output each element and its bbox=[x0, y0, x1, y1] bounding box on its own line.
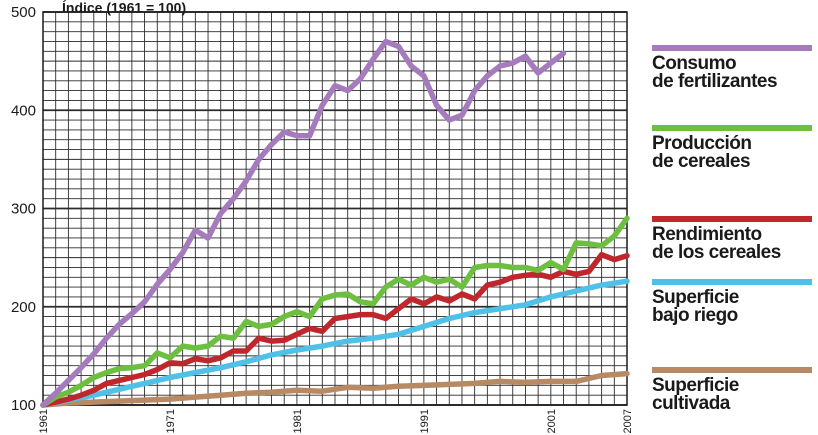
x-tick-label: 2007 bbox=[622, 409, 634, 433]
legend-label: Rendimiento de los cereales bbox=[652, 224, 781, 263]
x-axis: 1961 1971 1981 1991 2001 2007 bbox=[38, 409, 634, 433]
x-tick-label: 1981 bbox=[292, 409, 304, 433]
legend-label: Producción de cereales bbox=[652, 133, 752, 172]
legend-swatch bbox=[652, 216, 812, 222]
legend-item-cultivada: Superficie cultivada bbox=[652, 367, 812, 413]
legend-item-rendimiento: Rendimiento de los cereales bbox=[652, 216, 812, 262]
x-tick-label: 1991 bbox=[419, 409, 431, 433]
series-line-4 bbox=[40, 370, 630, 408]
plot-frame bbox=[42, 11, 628, 406]
legend-item-produccion: Producción de cereales bbox=[652, 125, 812, 171]
series-line-2 bbox=[40, 251, 630, 408]
series-line-0 bbox=[40, 38, 567, 408]
series-line-3 bbox=[40, 278, 630, 408]
y-tick-label: 100 bbox=[11, 397, 36, 414]
legend-label: Superficie cultivada bbox=[652, 375, 739, 414]
y-tick-label: 200 bbox=[11, 299, 36, 316]
y-axis: 100 200 300 400 500 bbox=[11, 4, 36, 414]
legend-item-riego: Superficie bajo riego bbox=[652, 279, 812, 325]
x-tick-label: 1971 bbox=[165, 409, 177, 433]
legend-swatch bbox=[652, 367, 812, 373]
x-tick-label: 1961 bbox=[38, 409, 50, 433]
plot-area bbox=[40, 38, 630, 408]
legend-swatch bbox=[652, 45, 812, 51]
y-tick-label: 500 bbox=[11, 4, 36, 21]
chart-title: Índice (1961 = 100) bbox=[62, 0, 186, 15]
legend-label: Superficie bajo riego bbox=[652, 287, 739, 326]
series-line-1 bbox=[40, 215, 630, 408]
x-tick-label: 2001 bbox=[546, 409, 558, 433]
y-tick-label: 300 bbox=[11, 201, 36, 218]
legend-label: Consumo de fertilizantes bbox=[652, 53, 778, 92]
legend-item-fertilizantes: Consumo de fertilizantes bbox=[652, 45, 812, 91]
legend-swatch bbox=[652, 125, 812, 131]
legend-swatch bbox=[652, 279, 812, 285]
y-tick-label: 400 bbox=[11, 102, 36, 119]
